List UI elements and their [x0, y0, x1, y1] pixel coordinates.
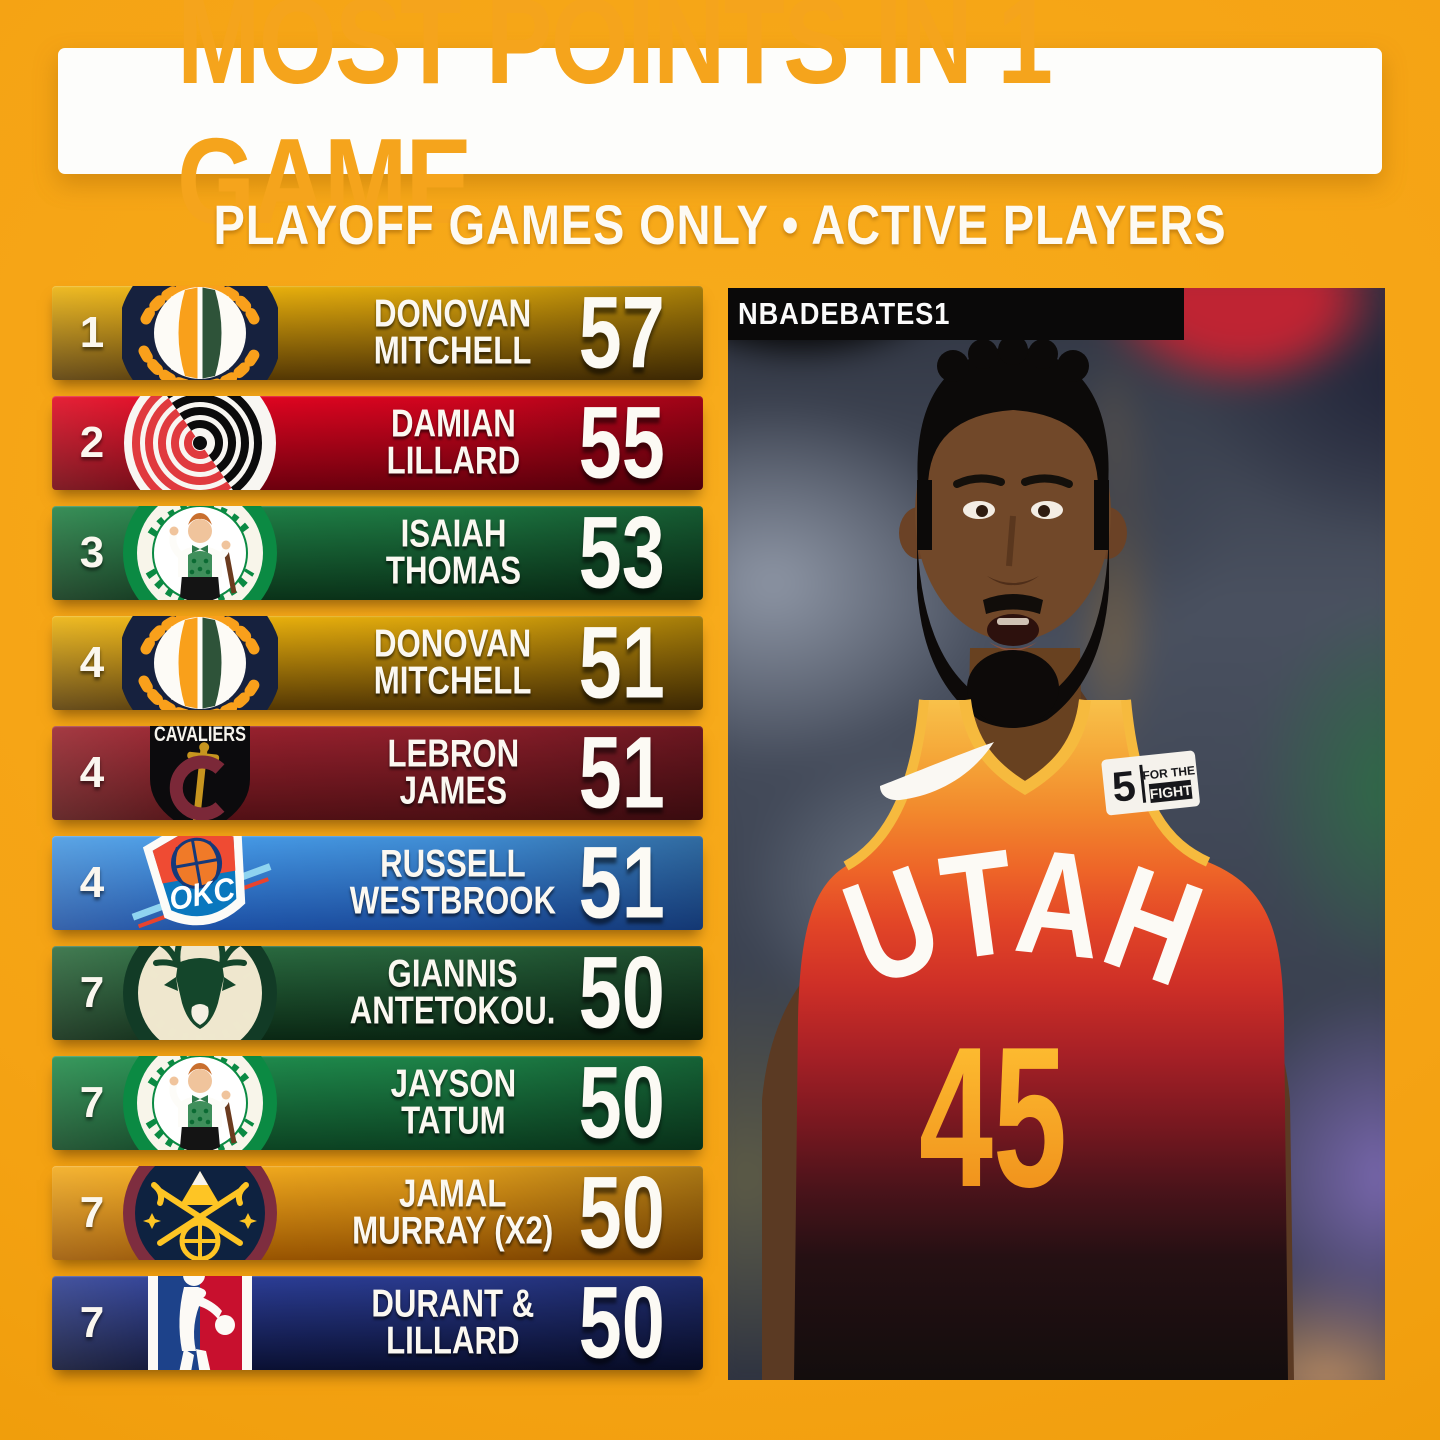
- table-row: 7 JAYSON TATUM 50: [52, 1056, 703, 1150]
- table-row: 7 DURANT & LILLARD 50: [52, 1276, 703, 1370]
- player-name-line1: LEBRON: [387, 732, 519, 776]
- celtics-logo-wrap: [122, 1056, 278, 1150]
- page-subtitle: PLAYOFF GAMES ONLY • ACTIVE PLAYERS: [213, 193, 1227, 256]
- player-name: LEBRON JAMES: [288, 732, 618, 812]
- nuggets-logo-wrap: [122, 1166, 278, 1260]
- page-title: MOST POINTS IN 1 GAME: [177, 0, 1053, 249]
- nike-swoosh-icon: [880, 742, 994, 801]
- ranking-list: 1 DONOVAN MITCHELL 57 2 DAMIAN LILLARD 55 3 IS…: [52, 286, 703, 1386]
- points-value: 51: [578, 836, 666, 930]
- player-name-line2: WESTBROOK: [349, 879, 557, 922]
- jersey-number: 45: [919, 1006, 1067, 1229]
- svg-text:FIGHT: FIGHT: [1149, 782, 1193, 802]
- utah-jazz-logo: [122, 286, 278, 380]
- player-illustration: UTAH 45 5 FOR THE FIGHT: [762, 335, 1294, 1380]
- watermark: NBADEBATES1: [728, 288, 1184, 340]
- rank-label: 7: [79, 968, 105, 1017]
- player-name: DONOVAN MITCHELL: [288, 622, 618, 702]
- table-row: 3 ISAIAH THOMAS 53: [52, 506, 703, 600]
- bucks-logo-wrap: [122, 946, 278, 1040]
- player-name-line1: DURANT &: [371, 1282, 535, 1326]
- nba-logo: [148, 1276, 252, 1370]
- points-value: 50: [578, 946, 666, 1040]
- points-value: 50: [578, 1056, 666, 1150]
- utah-jazz-logo-wrap: [122, 286, 278, 380]
- points-value: 55: [578, 396, 666, 490]
- trail-blazers-logo-wrap: [122, 396, 278, 490]
- svg-text:FOR THE: FOR THE: [1142, 763, 1196, 782]
- cavaliers-logo-wrap: CAVALIERS: [122, 726, 278, 820]
- celtics-logo: [123, 506, 277, 600]
- player-jersey: [794, 700, 1288, 1380]
- points-value: 53: [578, 506, 666, 600]
- rank-label: 2: [79, 418, 105, 467]
- rank-label: 4: [79, 858, 105, 907]
- player-name: DAMIAN LILLARD: [288, 402, 618, 482]
- rank-label: 3: [79, 528, 105, 577]
- table-row: 1 DONOVAN MITCHELL 57: [52, 286, 703, 380]
- cavaliers-logo: CAVALIERS: [150, 726, 250, 820]
- table-row: 4 CAVALIERS LEBRON JAMES 51: [52, 726, 703, 820]
- player-name-line1: GIANNIS: [387, 952, 518, 996]
- player-name: JAMAL MURRAY (X2): [288, 1172, 618, 1252]
- player-name: GIANNIS ANTETOKOU.: [288, 952, 618, 1032]
- celtics-logo: [123, 1056, 277, 1150]
- table-row: 7 JAMAL MURRAY (X2) 50: [52, 1166, 703, 1260]
- five-for-the-fight-patch: 5 FOR THE FIGHT: [1101, 750, 1200, 816]
- nuggets-logo: [123, 1166, 277, 1260]
- player-name: JAYSON TATUM: [288, 1062, 618, 1142]
- player-name-line2: MURRAY (X2): [352, 1209, 554, 1252]
- svg-text:5: 5: [1110, 762, 1138, 811]
- rank-label: 4: [79, 748, 105, 797]
- player-photo: UTAH 45 5 FOR THE FIGHT NBADEBATES1: [728, 288, 1385, 1380]
- player-name-line1: DONOVAN: [374, 292, 532, 336]
- points-value: 57: [578, 286, 666, 380]
- player-name: DURANT & LILLARD: [288, 1282, 618, 1362]
- title-banner: MOST POINTS IN 1 GAME: [58, 0, 1382, 249]
- player-name-line2: JAMES: [399, 769, 507, 812]
- table-row: 4 OKC RUSSELL WESTBROOK 51: [52, 836, 703, 930]
- player-name-line1: DAMIAN: [390, 402, 516, 446]
- svg-text:CAVALIERS: CAVALIERS: [154, 726, 246, 746]
- utah-jazz-logo-wrap: [122, 616, 278, 710]
- rank-label: 1: [79, 308, 105, 357]
- bucks-logo: [123, 946, 277, 1040]
- nba-logo-wrap: [122, 1276, 278, 1370]
- player-name-line1: JAMAL: [399, 1172, 507, 1216]
- table-row: 7 GIANNIS ANTETOKOU. 50: [52, 946, 703, 1040]
- player-name-line1: DONOVAN: [374, 622, 532, 666]
- table-row: 4 DONOVAN MITCHELL 51: [52, 616, 703, 710]
- watermark-text: NBADEBATES1: [738, 296, 951, 331]
- rank-label: 7: [79, 1078, 105, 1127]
- celtics-logo-wrap: [122, 506, 278, 600]
- rank-label: 7: [79, 1298, 105, 1347]
- rank-label: 4: [79, 638, 105, 687]
- okc-thunder-logo-wrap: OKC: [122, 836, 278, 930]
- player-name: ISAIAH THOMAS: [288, 512, 618, 592]
- points-value: 50: [578, 1166, 666, 1260]
- player-head: [899, 335, 1127, 728]
- player-name-line1: ISAIAH: [400, 512, 506, 556]
- player-name-line2: MITCHELL: [374, 659, 532, 702]
- player-name-line2: THOMAS: [385, 549, 521, 592]
- player-name-line2: LILLARD: [386, 439, 520, 482]
- points-value: 51: [578, 616, 666, 710]
- player-name-line1: RUSSELL: [380, 842, 526, 886]
- player-name-line1: JAYSON: [390, 1062, 516, 1106]
- trail-blazers-logo: [124, 396, 276, 490]
- player-name-line2: LILLARD: [386, 1319, 520, 1362]
- player-name-line2: ANTETOKOU.: [350, 989, 556, 1032]
- player-name: DONOVAN MITCHELL: [288, 292, 618, 372]
- points-value: 50: [578, 1276, 666, 1370]
- okc-thunder-logo: OKC: [131, 836, 272, 929]
- points-value: 51: [578, 726, 666, 820]
- player-name-line2: TATUM: [400, 1099, 506, 1142]
- rank-label: 7: [79, 1188, 105, 1237]
- player-name-line2: MITCHELL: [374, 329, 532, 372]
- utah-jazz-logo: [122, 616, 278, 710]
- player-name: RUSSELL WESTBROOK: [288, 842, 618, 922]
- table-row: 2 DAMIAN LILLARD 55: [52, 396, 703, 490]
- subtitle-wrap: PLAYOFF GAMES ONLY • ACTIVE PLAYERS: [0, 192, 1440, 257]
